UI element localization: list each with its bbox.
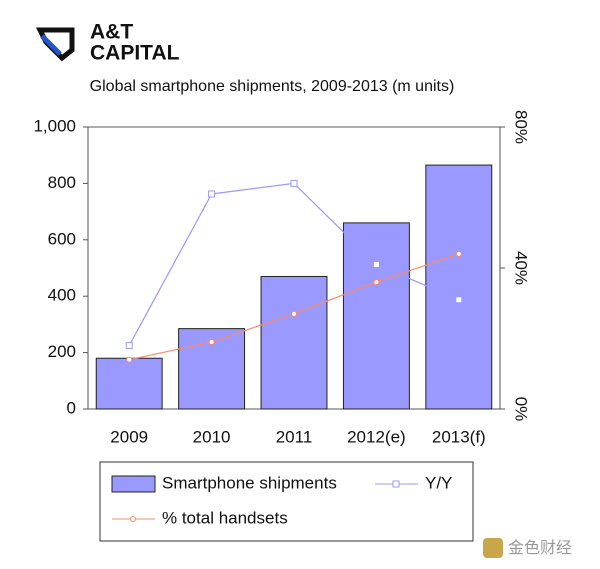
y2-tick-label: 0%: [512, 397, 531, 422]
bar: [260, 275, 328, 410]
y-tick-label: 0: [67, 398, 76, 417]
y-tick-label: 200: [48, 342, 76, 361]
x-tick-label: 2010: [193, 427, 231, 446]
y-tick-label: 600: [48, 229, 76, 248]
chart-title: Global smartphone shipments, 2009-2013 (…: [90, 78, 455, 95]
bar: [342, 222, 410, 410]
watermark: 金色财经: [483, 538, 572, 558]
y2-tick-label: 80%: [512, 110, 531, 144]
x-tick-label: 2011: [276, 427, 313, 446]
legend: [99, 461, 474, 542]
point: [373, 279, 380, 286]
point: [455, 296, 463, 304]
legend-label: % total handsets: [162, 508, 288, 527]
watermark-icon: [483, 538, 503, 558]
point: [126, 356, 133, 363]
y-tick-label: 400: [48, 286, 76, 305]
bar: [95, 357, 163, 410]
legend-swatch: [111, 475, 156, 493]
point: [130, 516, 136, 522]
y-tick-label: 800: [48, 173, 76, 192]
logo-text: A&T: [90, 21, 133, 44]
point: [291, 310, 297, 317]
point: [455, 250, 462, 257]
logo-accent: [40, 34, 62, 56]
legend-label: Y/Y: [425, 473, 452, 492]
y2-tick-label: 40%: [512, 251, 531, 285]
point: [208, 339, 215, 346]
point: [392, 480, 400, 488]
bar: [425, 164, 493, 410]
x-tick-label: 2009: [110, 427, 148, 446]
point: [208, 190, 216, 198]
x-tick-label: 2013(f): [432, 427, 486, 446]
logo-mark: [35, 27, 75, 62]
point: [125, 342, 133, 350]
logo-text: CAPITAL: [90, 42, 180, 65]
legend-label: Smartphone shipments: [162, 473, 337, 492]
y-tick-label: 1,000: [33, 116, 76, 135]
point: [290, 179, 298, 187]
x-tick-label: 2012(e): [347, 427, 406, 446]
watermark-text: 金色财经: [508, 539, 572, 557]
point: [372, 260, 380, 268]
logo: A&T CAPITAL: [35, 21, 180, 65]
